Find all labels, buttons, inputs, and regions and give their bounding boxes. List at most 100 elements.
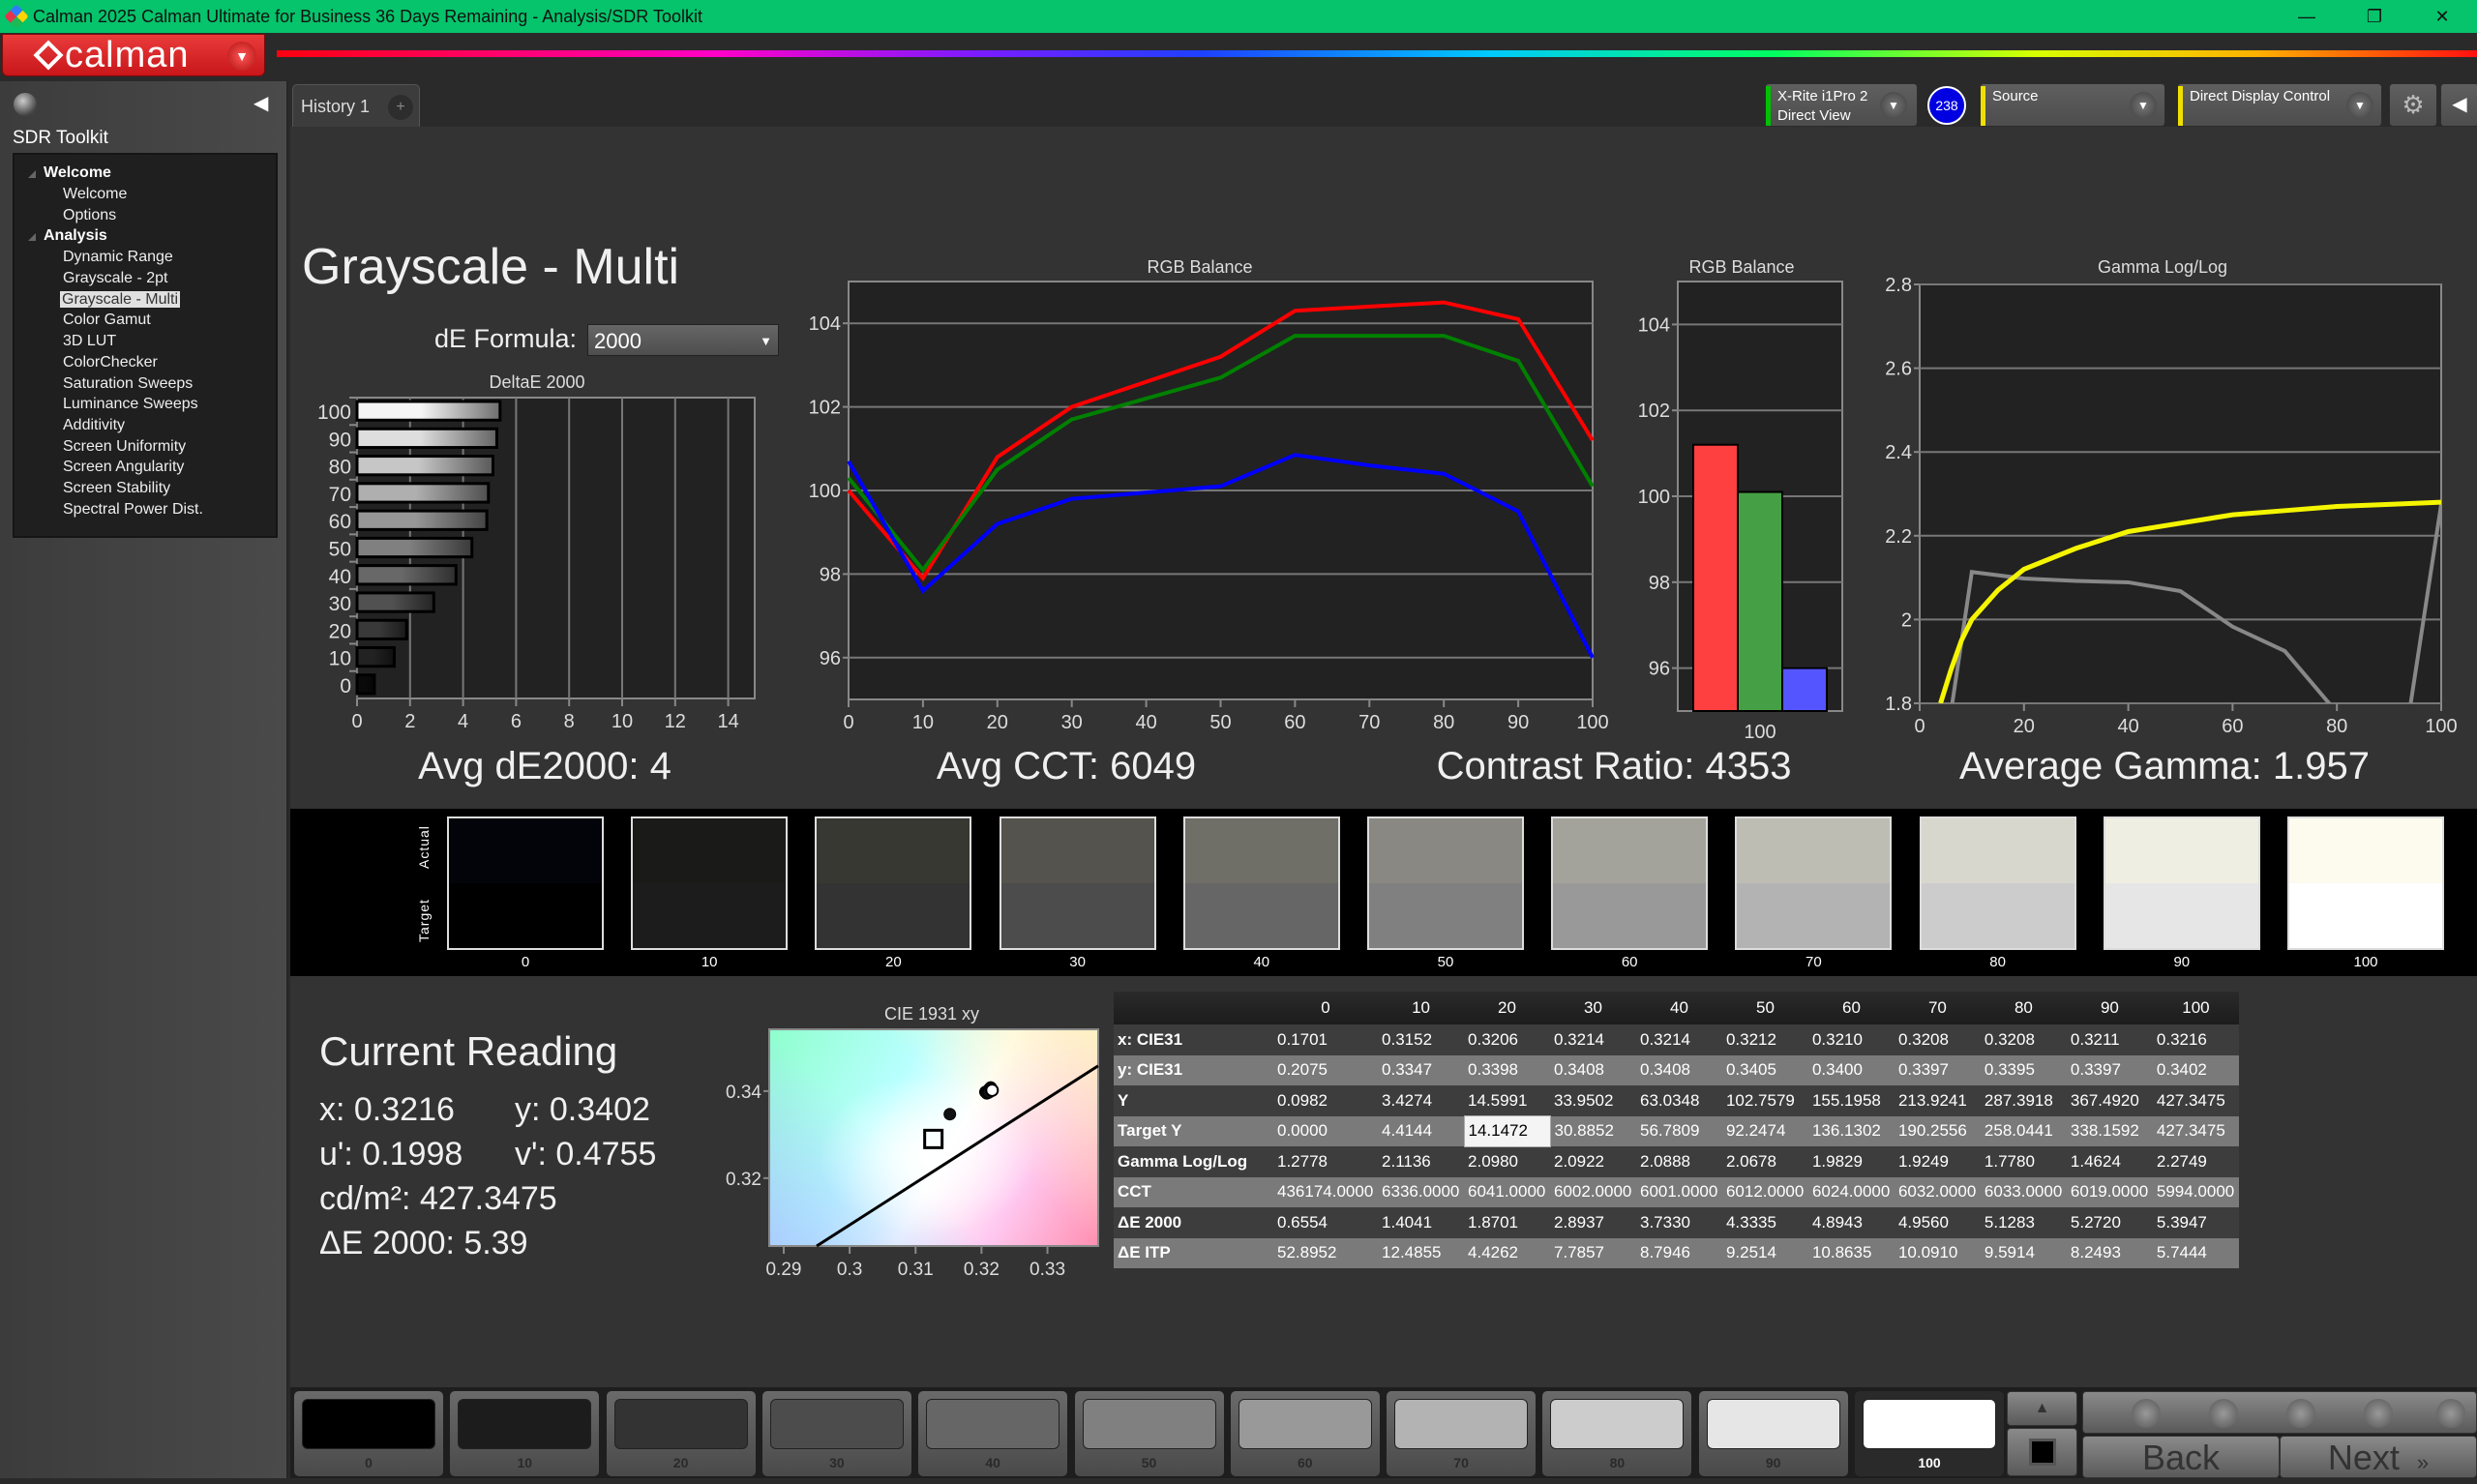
patch-button[interactable]: 90	[1698, 1391, 1848, 1476]
grayscale-swatch	[815, 816, 972, 950]
sidebar-item[interactable]: Screen Stability	[15, 478, 276, 499]
patch-button[interactable]: 70	[1387, 1391, 1537, 1476]
table-cell: 2.0922	[1550, 1146, 1636, 1177]
sidebar-item[interactable]: Screen Uniformity	[15, 436, 276, 458]
chevron-down-icon[interactable]: ▼	[2346, 92, 2373, 119]
sidebar-item[interactable]: Additivity	[15, 415, 276, 436]
table-cell: 0.3395	[1980, 1054, 2067, 1085]
play-icon[interactable]	[2209, 1399, 2238, 1428]
sidebar-item[interactable]: Options	[15, 205, 276, 226]
patch-button[interactable]: 100	[1855, 1391, 2004, 1476]
patch-button[interactable]: 0	[294, 1391, 443, 1476]
table-cell: 0.3208	[1980, 1024, 2067, 1055]
grayscale-swatch	[2103, 816, 2260, 950]
table-cell: 4.9560	[1894, 1207, 1981, 1238]
meter-badge[interactable]: 238	[1927, 86, 1966, 125]
sidebar-item-label: Luminance Sweeps	[63, 396, 198, 413]
rgb-balance-bar-chart: 96 98 100 102 104 100	[1638, 281, 1843, 740]
x-tick-label: 20	[987, 712, 1008, 733]
meter-selector[interactable]: X-Rite i1Pro 2 Direct View ▼	[1765, 83, 1918, 127]
table-cell: 2.1136	[1378, 1146, 1465, 1177]
back-button[interactable]: Back	[2082, 1436, 2280, 1478]
swatch-label: 20	[885, 954, 902, 970]
actual-label: Actual	[416, 825, 432, 869]
sidebar-item[interactable]: Grayscale - Multi	[15, 289, 276, 311]
sidebar-item[interactable]: Grayscale - 2pt	[15, 268, 276, 289]
loop-icon[interactable]	[2364, 1399, 2393, 1428]
sidebar-item[interactable]: Luminance Sweeps	[15, 394, 276, 415]
restore-button[interactable]: ❐	[2366, 7, 2383, 26]
calman-logo-text: calman	[65, 35, 190, 75]
table-cell: 5994.0000	[2152, 1176, 2239, 1207]
sidebar-item[interactable]: Dynamic Range	[15, 247, 276, 268]
pin-icon[interactable]	[14, 93, 37, 116]
next-button[interactable]: Next »	[2280, 1436, 2477, 1478]
patch-button[interactable]: 80	[1542, 1391, 1692, 1476]
patch-color	[1082, 1399, 1216, 1449]
x-tick-label: 8	[564, 711, 575, 732]
swatch-label: 80	[1989, 954, 2006, 970]
patch-button[interactable]: 50	[1074, 1391, 1224, 1476]
patch-button[interactable]: 60	[1230, 1391, 1380, 1476]
chevron-down-icon[interactable]: ▼	[1880, 92, 1907, 119]
chevron-down-icon[interactable]: ▼	[2130, 92, 2157, 119]
sidebar-item[interactable]: Welcome	[15, 184, 276, 205]
close-button[interactable]: ✕	[2434, 7, 2450, 26]
x-tick-label: 10	[612, 711, 633, 732]
table-cell: 0.6554	[1273, 1207, 1379, 1238]
x-tick-label: 60	[2222, 716, 2243, 737]
sidebar-item[interactable]: Screen Angularity	[15, 457, 276, 478]
tab-history-1[interactable]: History 1 +	[292, 84, 420, 127]
sidebar-item[interactable]: Saturation Sweeps	[15, 373, 276, 395]
table-cell: 1.2778	[1273, 1146, 1379, 1177]
patch-label: 60	[1298, 1455, 1313, 1470]
table-cell: 6041.0000	[1464, 1176, 1550, 1207]
y-tick-label: 100	[809, 481, 841, 502]
sidebar-item-label: ColorChecker	[63, 353, 158, 371]
add-tab-button[interactable]: +	[388, 95, 413, 120]
table-cell: 0.3400	[1807, 1054, 1895, 1085]
table-cell: 33.9502	[1550, 1085, 1636, 1116]
x-tick-label: 100	[1576, 712, 1608, 733]
reading-u-prime: u': 0.1998	[319, 1136, 463, 1172]
row-label: ΔE 2000	[1114, 1207, 1273, 1238]
calman-menu-button[interactable]: calman ▼	[2, 34, 265, 76]
refresh-icon[interactable]	[2436, 1399, 2465, 1428]
minimize-button[interactable]: —	[2298, 7, 2315, 26]
de-formula-select[interactable]: 2000 ▼	[587, 324, 779, 356]
grayscale-swatch	[1735, 816, 1893, 950]
stop-button[interactable]	[2007, 1428, 2077, 1476]
table-cell: 4.8943	[1807, 1207, 1895, 1238]
collapse-sidebar-icon[interactable]: ◀	[254, 93, 269, 114]
patch-color	[1863, 1399, 1996, 1449]
display-control-selector[interactable]: Direct Display Control ▼	[2177, 83, 2382, 127]
y-tick-label: 96	[1649, 659, 1670, 680]
y-tick-label: 60	[329, 511, 351, 533]
source-selector[interactable]: Source ▼	[1980, 83, 2165, 127]
swatch-actual	[1184, 818, 1338, 883]
patch-button[interactable]: 10	[450, 1391, 600, 1476]
chevron-left-icon[interactable]: ◀	[2440, 83, 2477, 127]
patch-button[interactable]: 40	[918, 1391, 1068, 1476]
grayscale-swatch	[999, 816, 1156, 950]
read-series-icon[interactable]	[2286, 1399, 2315, 1428]
deltae-bar	[355, 564, 458, 586]
swatch-actual	[2289, 818, 2442, 883]
table-cell: 0.2075	[1273, 1054, 1379, 1085]
sidebar-item[interactable]: ColorChecker	[15, 352, 276, 373]
table-cell: 0.3214	[1550, 1024, 1636, 1055]
sidebar-item[interactable]: Color Gamut	[15, 310, 276, 331]
sidebar-item[interactable]: Spectral Power Dist.	[15, 499, 276, 520]
tab-label: History 1	[301, 97, 371, 116]
record-icon[interactable]	[2132, 1399, 2161, 1428]
scroll-up-button[interactable]: ▲	[2007, 1391, 2077, 1426]
deltae-bar	[355, 400, 502, 422]
patch-button[interactable]: 30	[761, 1391, 911, 1476]
sidebar-item[interactable]: 3D LUT	[15, 331, 276, 352]
patch-button[interactable]: 20	[606, 1391, 756, 1476]
y-tick-label: 100	[317, 401, 351, 424]
x-tick-label: 0.31	[898, 1260, 934, 1280]
gear-icon[interactable]: ⚙	[2389, 83, 2437, 127]
chevron-down-icon[interactable]: ▼	[227, 42, 256, 71]
meter-name: X-Rite i1Pro 2	[1777, 88, 1868, 104]
